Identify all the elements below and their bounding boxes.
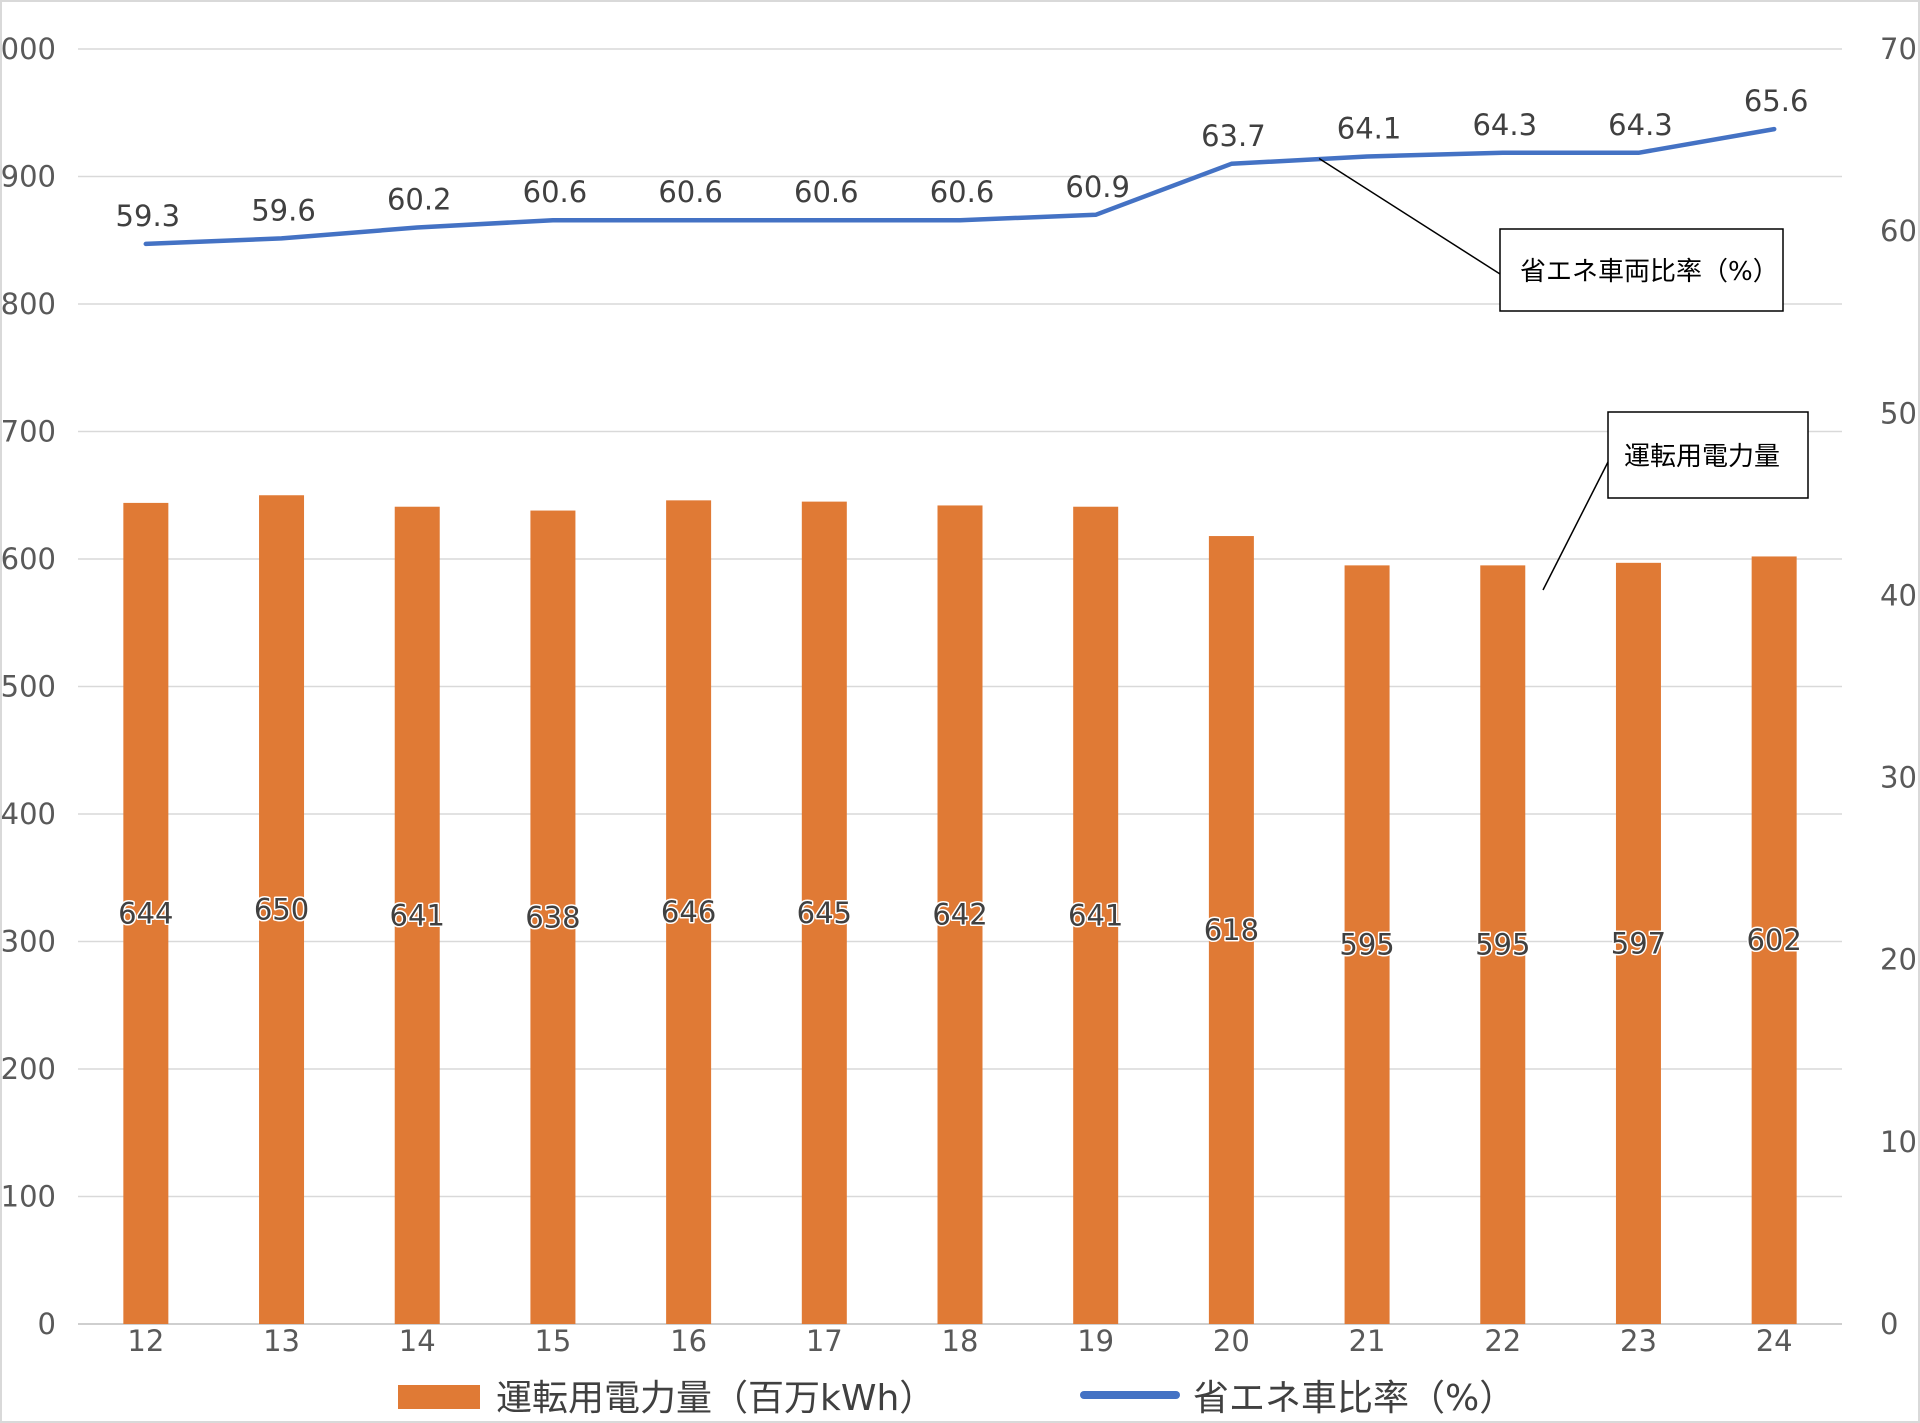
line-value-label: 60.6: [523, 175, 588, 209]
bar-value-label: 641: [1068, 898, 1123, 932]
bar-value-label: 644: [118, 896, 173, 930]
bar-value-label: 595: [1339, 928, 1394, 962]
bar-value-label: 602: [1746, 923, 1801, 957]
bar-value-label: 597: [1611, 926, 1666, 960]
x-tick-label: 24: [1756, 1324, 1793, 1358]
bar-value-label: 641: [390, 898, 445, 932]
x-tick-label: 18: [942, 1324, 979, 1358]
y-left-tick-label: 0: [38, 1307, 56, 1341]
line-value-label: 60.9: [1065, 170, 1130, 204]
bar: [394, 506, 440, 1325]
x-axis-ticks: 12 13 14 15 16 17 18 19 20 21 22 23 24: [127, 1324, 1792, 1358]
gridlines: [78, 48, 1842, 1325]
bar-series: [123, 495, 1797, 1325]
y-left-tick-label: 500: [1, 670, 56, 704]
bar-value-label: 638: [525, 900, 580, 934]
line-value-label: 59.6: [251, 193, 316, 227]
bar: [259, 495, 305, 1324]
y-right-tick-label: 20: [1880, 943, 1917, 977]
y-left-tick-label: 700: [1, 415, 56, 449]
callout-bar-series: 運転用電力量: [1542, 411, 1809, 591]
bar-data-labels: 644 650 641 638 646 645 642 641 618 595 595 597 602: [117, 891, 1804, 963]
line-value-label: 64.1: [1337, 111, 1402, 145]
line-value-label: 60.2: [387, 183, 452, 217]
y-right-tick-label: 50: [1880, 396, 1917, 430]
bar: [937, 505, 983, 1324]
bar: [1480, 565, 1526, 1324]
legend-bar-label: 運転用電力量（百万kWh）: [496, 1378, 935, 1419]
x-tick-label: 21: [1349, 1324, 1386, 1358]
bar: [801, 501, 847, 1324]
bar: [1208, 536, 1254, 1324]
callout-bar-series-text: 運転用電力量: [1624, 442, 1780, 472]
x-tick-label: 23: [1620, 1324, 1657, 1358]
bar-value-label: 650: [254, 893, 309, 927]
y-left-tick-label: 600: [1, 542, 56, 576]
y-left-tick-label: 100: [1, 1180, 56, 1214]
y-left-tick-label: 900: [1, 160, 56, 194]
y-left-tick-label: 1000: [0, 32, 56, 66]
bar: [1751, 556, 1797, 1324]
y-left-tick-label: 300: [1, 925, 56, 959]
x-tick-label: 14: [399, 1324, 436, 1358]
bar: [666, 500, 712, 1325]
legend: 運転用電力量（百万kWh） 省エネ車比率（%）: [398, 1378, 1515, 1419]
callout-bar-series-box: [1607, 411, 1809, 499]
line-value-label: 59.3: [116, 199, 181, 233]
line-value-label: 60.6: [794, 175, 859, 209]
x-tick-label: 16: [670, 1324, 707, 1358]
bar: [1615, 562, 1661, 1324]
line-value-label: 63.7: [1201, 119, 1266, 153]
line-value-label: 60.6: [930, 175, 995, 209]
x-tick-label: 13: [263, 1324, 300, 1358]
y-right-tick-label: 70: [1880, 32, 1917, 66]
callout-bar-series-leader: [1542, 461, 1609, 591]
x-tick-label: 22: [1484, 1324, 1521, 1358]
line-value-label: 60.6: [658, 175, 723, 209]
callout-line-series-leader: [1318, 157, 1501, 275]
x-tick-label: 17: [806, 1324, 843, 1358]
right-axis-ticks: 0 10 20 30 40 50 60 70: [1880, 32, 1917, 1341]
y-left-tick-label: 200: [1, 1052, 56, 1086]
bar: [1344, 565, 1390, 1324]
line-value-label: 64.3: [1608, 108, 1673, 142]
x-tick-label: 19: [1077, 1324, 1114, 1358]
bar-value-label: 645: [797, 896, 852, 930]
bar: [1073, 506, 1119, 1325]
bar-value-label: 646: [661, 895, 716, 929]
bar: [530, 510, 576, 1324]
y-right-tick-label: 40: [1880, 578, 1917, 612]
y-right-tick-label: 10: [1880, 1125, 1917, 1159]
x-tick-label: 20: [1213, 1324, 1250, 1358]
callout-line-series: 省エネ車両比率（%）: [1318, 157, 1784, 312]
line-value-label: 65.6: [1744, 84, 1809, 118]
callout-line-series-text: 省エネ車両比率（%）: [1520, 257, 1779, 287]
x-tick-label: 12: [127, 1324, 164, 1358]
line-value-label: 64.3: [1472, 108, 1537, 142]
line-series-group: [143, 126, 1777, 247]
line-data-labels: 59.3 59.6 60.2 60.6 60.6 60.6 60.6 60.9 63.7 64.1…: [116, 84, 1809, 233]
bar: [123, 502, 169, 1324]
y-right-tick-label: 0: [1880, 1307, 1898, 1341]
line-series: [143, 126, 1777, 247]
y-right-tick-label: 60: [1880, 214, 1917, 248]
legend-line-label: 省エネ車比率（%）: [1193, 1378, 1515, 1419]
left-axis-ticks: 0 100 200 300 400 500 600 700 800 900 1000: [0, 32, 56, 1341]
legend-bar-swatch: [398, 1385, 480, 1409]
y-left-tick-label: 400: [1, 797, 56, 831]
callout-line-series-box: [1499, 228, 1784, 312]
bar-value-label: 618: [1204, 913, 1259, 947]
y-right-tick-label: 30: [1880, 761, 1917, 795]
x-tick-label: 15: [534, 1324, 571, 1358]
y-left-tick-label: 800: [1, 287, 56, 321]
bar-value-label: 642: [932, 898, 987, 932]
bar-value-label: 595: [1475, 928, 1530, 962]
